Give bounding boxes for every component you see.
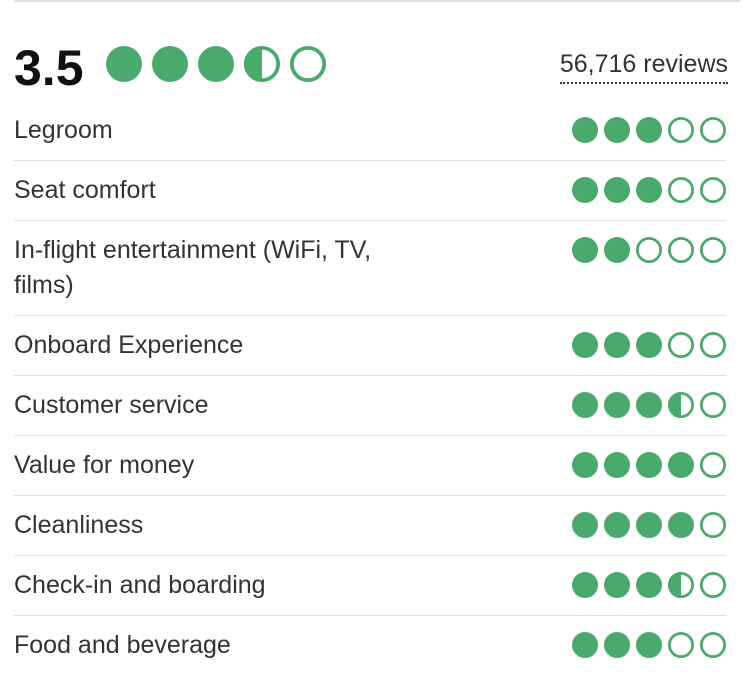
bubble-empty-icon [700,452,726,478]
category-bubble-rating [566,512,726,538]
bubble-half-icon [244,46,280,82]
bubble-full-icon [604,632,630,658]
bubble-empty-icon [668,632,694,658]
category-label: In-flight entertainment (WiFi, TV, films… [14,236,372,299]
bubble-full-icon [106,46,142,82]
category-label: Seat comfort [14,176,156,204]
bubble-full-icon [668,512,694,538]
category-label: Cleanliness [14,511,144,539]
bubble-full-icon [604,332,630,358]
bubble-full-icon [604,177,630,203]
bubble-empty-icon [700,117,726,143]
category-bubble-rating [566,572,726,598]
category-row: Legroom [14,101,726,161]
bubble-full-icon [636,572,662,598]
bubble-full-icon [604,237,630,263]
category-label: Customer service [14,391,209,419]
category-row: Seat comfort [14,161,726,221]
bubble-empty-icon [700,332,726,358]
category-bubble-rating [566,237,726,263]
bubble-full-icon [572,452,598,478]
overall-rating-header: 3.5 56,716 reviews [14,38,728,96]
bubble-full-icon [572,572,598,598]
overall-score: 3.5 [14,40,84,96]
bubble-full-icon [636,632,662,658]
bubble-full-icon [668,452,694,478]
category-row: Food and beverage [14,616,726,675]
category-row: Onboard Experience [14,316,726,376]
bubble-full-icon [636,392,662,418]
bubble-full-icon [572,512,598,538]
bubble-full-icon [636,452,662,478]
bubble-half-icon [668,392,694,418]
category-row: Check-in and boarding [14,556,726,616]
category-label: Food and beverage [14,631,231,659]
top-divider [14,0,740,2]
bubble-full-icon [572,237,598,263]
category-label: Check-in and boarding [14,571,266,599]
category-bubble-rating [566,117,726,143]
bubble-full-icon [572,332,598,358]
bubble-full-icon [636,177,662,203]
bubble-full-icon [572,117,598,143]
bubble-full-icon [636,332,662,358]
bubble-full-icon [604,392,630,418]
bubble-empty-icon [668,237,694,263]
bubble-full-icon [572,632,598,658]
bubble-half-icon [668,572,694,598]
bubble-empty-icon [700,392,726,418]
category-bubble-rating [566,392,726,418]
bubble-full-icon [636,512,662,538]
bubble-empty-icon [700,632,726,658]
bubble-empty-icon [700,512,726,538]
category-row: Cleanliness [14,496,726,556]
bubble-full-icon [604,512,630,538]
category-label: Onboard Experience [14,331,244,359]
bubble-empty-icon [668,117,694,143]
bubble-empty-icon [700,237,726,263]
bubble-empty-icon [700,177,726,203]
bubble-full-icon [198,46,234,82]
bubble-full-icon [152,46,188,82]
bubble-empty-icon [636,237,662,263]
bubble-full-icon [604,572,630,598]
bubble-empty-icon [290,46,326,82]
reviews-count-link[interactable]: 56,716 reviews [559,48,728,84]
category-ratings-list: Legroom Seat comfort In-flight entertainme… [14,101,726,675]
category-row: Value for money [14,436,726,496]
bubble-full-icon [604,117,630,143]
bubble-full-icon [572,177,598,203]
category-bubble-rating [566,632,726,658]
category-row: In-flight entertainment (WiFi, TV, films… [14,221,726,316]
bubble-empty-icon [668,332,694,358]
category-bubble-rating [566,332,726,358]
category-bubble-rating [566,177,726,203]
category-label: Legroom [14,116,113,144]
category-bubble-rating [566,452,726,478]
bubble-full-icon [636,117,662,143]
category-label: Value for money [14,451,195,479]
bubble-full-icon [572,392,598,418]
bubble-full-icon [604,452,630,478]
bubble-empty-icon [700,572,726,598]
category-row: Customer service [14,376,726,436]
bubble-empty-icon [668,177,694,203]
overall-bubble-rating [106,42,336,86]
